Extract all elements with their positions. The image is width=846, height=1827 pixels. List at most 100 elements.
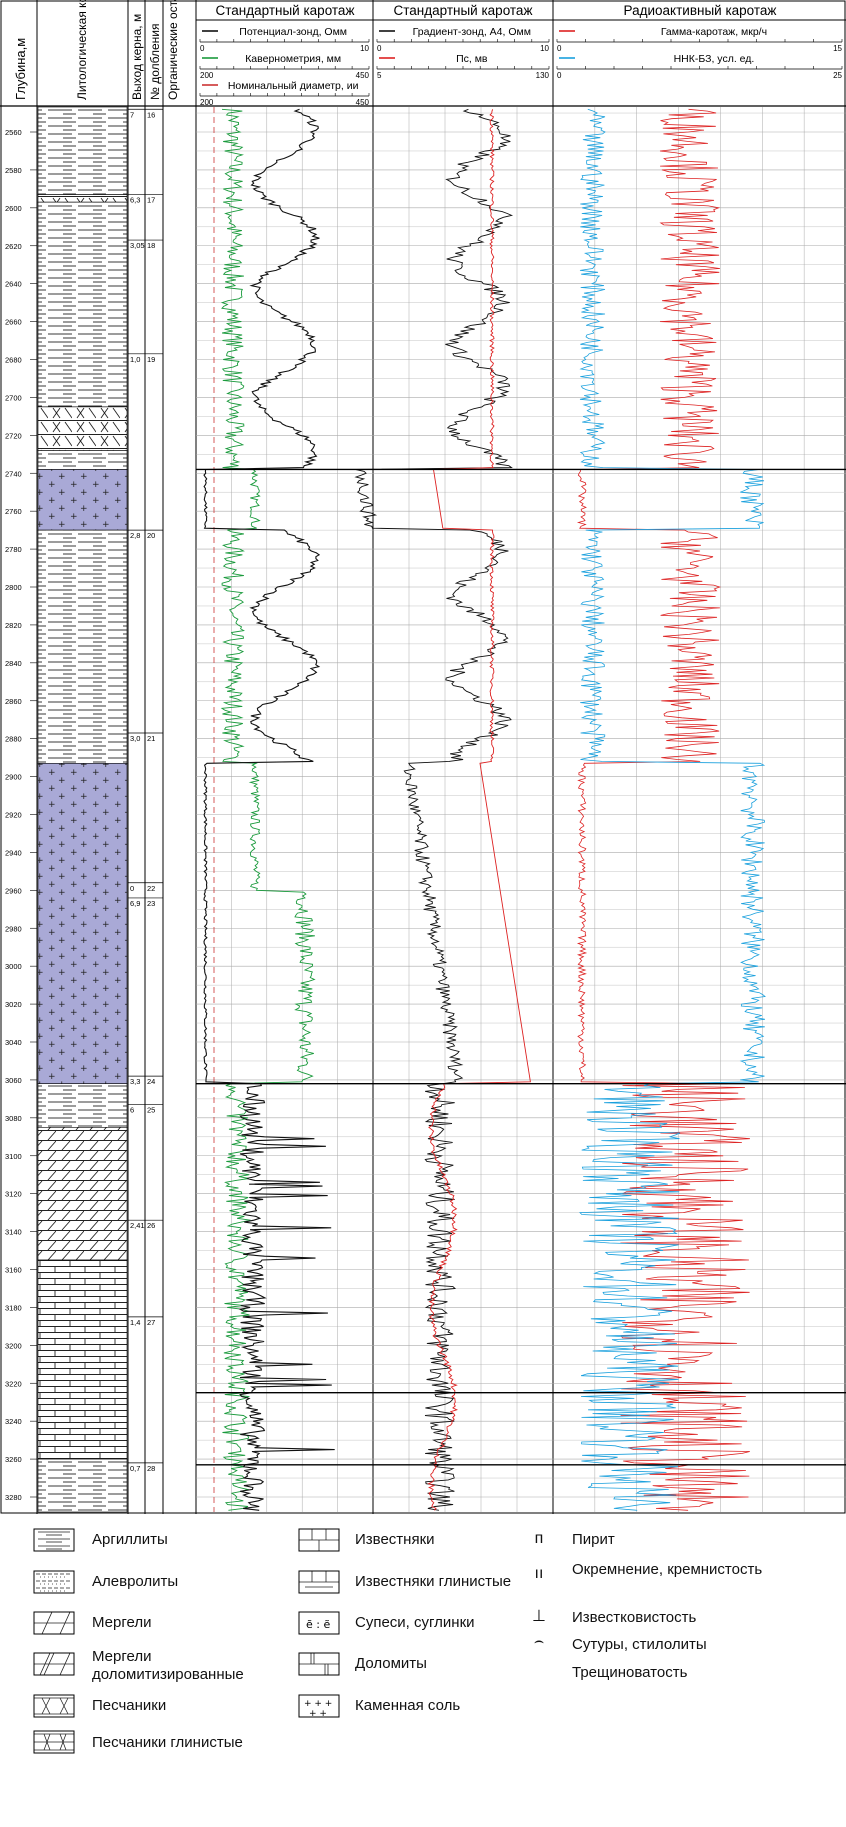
- core-recovery: 7: [130, 110, 134, 119]
- run-number: 19: [147, 355, 155, 364]
- depth-tick-label: 3280: [5, 1493, 22, 1502]
- lith-interval-argillite: [37, 106, 128, 195]
- lith-interval-argillite: [37, 529, 128, 764]
- depth-tick-label: 3140: [5, 1228, 22, 1237]
- ps-curve: [427, 109, 531, 1511]
- depth-tick-label: 2800: [5, 583, 22, 592]
- core-recovery: 3,05: [130, 241, 145, 250]
- scale-min-t2-1: 5: [377, 71, 382, 80]
- depth-tick-label: 3240: [5, 1417, 22, 1426]
- core-entries: 7 16 6,3 17 3,05 18 1,0 19 2,8 20 3,0 21 0 22 6,9 23 3,3…: [128, 108, 163, 1473]
- track1-title: Стандартный каротаж: [216, 3, 355, 18]
- core-recovery: 3,3: [130, 1077, 140, 1086]
- legend-marl: Мергели: [92, 1614, 152, 1631]
- curve-headers: Потенциал-зонд, Омм 0 10 Кавернометрия, мм 2…: [199, 26, 843, 107]
- lithology-column: [37, 106, 128, 1513]
- lith-interval-argillite: [37, 1083, 128, 1128]
- core-recovery: 6,9: [130, 899, 140, 908]
- depth-tick-label: 3100: [5, 1152, 22, 1161]
- legend-silicification: Окремнение, кремнистость: [572, 1561, 763, 1578]
- lith-interval-salt: [37, 469, 128, 531]
- depth-tick-label: 2600: [5, 204, 22, 213]
- depth-tick-label: 3180: [5, 1303, 22, 1312]
- scale-min-t3-0: 0: [557, 44, 562, 53]
- scale-max-t2-0: 10: [540, 44, 549, 53]
- run-header: № долбления: [148, 24, 162, 100]
- legend-siltstone: Алевролиты: [92, 1573, 179, 1590]
- lith-interval-salt: [37, 763, 128, 1085]
- grid: [196, 107, 846, 1512]
- depth-tick-label: 3200: [5, 1341, 22, 1350]
- core-recovery: 0,7: [130, 1464, 140, 1473]
- header-row: [0, 0, 846, 1514]
- core-recovery: 6,3: [130, 196, 140, 205]
- gradient-curve: [354, 108, 514, 1511]
- stylolite-icon: ⌢: [533, 1633, 545, 1650]
- core-recovery: 2,8: [130, 531, 140, 540]
- swatch-marl-dolomitic: [33, 1652, 75, 1676]
- lith-interval-limestone: [37, 1259, 128, 1460]
- depth-tick-label: 2920: [5, 811, 22, 820]
- legend-argillite: Аргиллиты: [92, 1531, 168, 1548]
- lith-interval-sandstone: [37, 406, 128, 451]
- scale-min-t2-0: 0: [377, 44, 382, 53]
- legend-sandy-loam: Супеси, суглинки: [355, 1614, 475, 1631]
- depth-scale: 2560 2580 2600 2620 2640 2660 2680 2700 2720 2740…: [5, 128, 37, 1502]
- swatch-siltstone: [33, 1570, 75, 1594]
- lith-header: Литологическая колонка: [75, 0, 89, 100]
- core-recovery: 1,0: [130, 355, 140, 364]
- core-recovery: 0: [130, 884, 134, 893]
- depth-tick-label: 2560: [5, 128, 22, 137]
- depth-tick-label: 2940: [5, 848, 22, 857]
- scale-max-t1-2: 450: [356, 98, 370, 107]
- depth-tick-label: 2720: [5, 431, 22, 440]
- depth-tick-label: 2640: [5, 280, 22, 289]
- scale-min-t3-1: 0: [557, 71, 562, 80]
- silicification-icon: ıı: [534, 1565, 544, 1582]
- swatch-limestone: [298, 1528, 340, 1552]
- core-recovery: 1,4: [130, 1318, 140, 1327]
- core-header: Выход керна, м: [130, 14, 144, 100]
- run-number: 21: [147, 734, 155, 743]
- depth-tick-label: 3120: [5, 1190, 22, 1199]
- run-number: 26: [147, 1221, 155, 1230]
- legend-swatches: ẽ : ẽ + + + + +: [33, 1528, 340, 1754]
- legend-rock-salt: Каменная соль: [355, 1697, 461, 1714]
- depth-tick-label: 2760: [5, 507, 22, 516]
- gamma-curve: [576, 108, 750, 1511]
- depth-tick-label: 3060: [5, 1076, 22, 1085]
- depth-tick-label: 2660: [5, 318, 22, 327]
- depth-tick-label: 2740: [5, 469, 22, 478]
- depth-header: Глубина,м: [13, 38, 28, 100]
- depth-tick-label: 2860: [5, 697, 22, 706]
- track3-title: Радиоактивный каротаж: [624, 3, 777, 18]
- run-number: 16: [147, 110, 155, 119]
- depth-tick-label: 2840: [5, 659, 22, 668]
- curve-label-t3-0: Гамма-каротаж, мкр/ч: [661, 26, 767, 38]
- depth-tick-label: 2980: [5, 924, 22, 933]
- organic-header: Органические остатки: [166, 0, 180, 100]
- lith-interval-argillite: [37, 201, 128, 408]
- potential-curve: [203, 108, 335, 1511]
- depth-tick-label: 2580: [5, 166, 22, 175]
- lith-interval-marl: [37, 1127, 128, 1261]
- run-number: 18: [147, 241, 155, 250]
- scale-max-t1-1: 450: [356, 71, 370, 80]
- core-recovery: 2,41: [130, 1221, 145, 1230]
- scale-min-t1-2: 200: [200, 98, 214, 107]
- legend-calcareous: Известковистость: [572, 1609, 697, 1626]
- curve-label-t1-2: Номинальный диаметр, ии: [228, 80, 359, 92]
- depth-tick-label: 3020: [5, 1000, 22, 1009]
- depth-tick-label: 2820: [5, 621, 22, 630]
- swatch-limestone-clay: [298, 1570, 340, 1594]
- formation-boundaries: [196, 468, 846, 1466]
- depth-tick-label: 2780: [5, 545, 22, 554]
- depth-tick-label: 3220: [5, 1379, 22, 1388]
- legend-stylolites: Сутуры, стилолиты: [572, 1636, 707, 1653]
- swatch-rock-salt: + + + + +: [298, 1694, 340, 1719]
- calcareous-icon: ⊥: [532, 1608, 546, 1625]
- swatch-sandstone-clay: [33, 1730, 75, 1754]
- legend-limestone-clay: Известняки глинистые: [355, 1573, 512, 1590]
- curve-label-t3-1: ННК-БЗ, усл. ед.: [674, 53, 755, 65]
- nnk-curve: [579, 108, 766, 1511]
